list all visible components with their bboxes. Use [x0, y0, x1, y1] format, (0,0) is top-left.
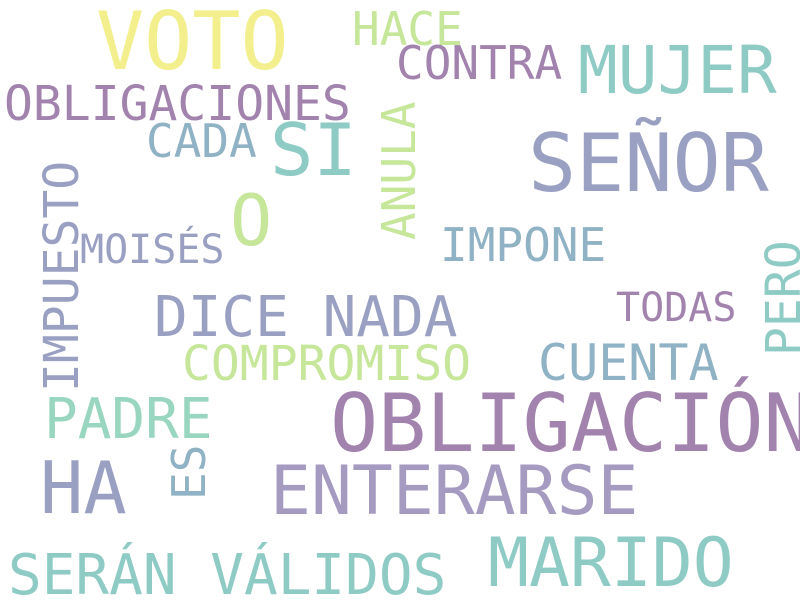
word-enterarse: ENTERARSE	[270, 452, 639, 531]
word-cuenta: CUENTA	[538, 334, 719, 392]
word-ha: HA	[40, 446, 127, 530]
word-voto: VOTO	[96, 0, 289, 88]
word-es: ES	[162, 444, 216, 500]
word-marido: MARIDO	[488, 524, 734, 600]
word-obligaciones: OBLIGACIONES	[4, 76, 351, 132]
word-impuesto: IMPUESTO	[34, 160, 90, 392]
word-anula: ANULA	[372, 101, 426, 240]
word-o: O	[230, 180, 273, 262]
word-moises: MOISÉS	[80, 227, 225, 273]
word-senor: SEÑOR	[528, 117, 769, 210]
word-impone: IMPONE	[440, 218, 607, 272]
word-hace: HACE	[352, 2, 463, 56]
word-dice-nada: DICE NADA	[154, 285, 458, 350]
word-compromiso: COMPROMISO	[182, 336, 471, 392]
word-cada: CADA	[146, 114, 257, 168]
word-si: SI	[270, 108, 357, 192]
word-obligacion: OBLIGACIÓN	[330, 377, 800, 470]
word-todas: TODAS	[616, 285, 737, 331]
word-padre: PADRE	[44, 387, 213, 452]
word-contra: CONTRA	[396, 36, 563, 90]
word-pero: PERO	[756, 240, 800, 356]
word-seran-validos: SERÁN VÁLIDOS	[8, 543, 447, 600]
word-mujer: MUJER	[578, 32, 777, 109]
